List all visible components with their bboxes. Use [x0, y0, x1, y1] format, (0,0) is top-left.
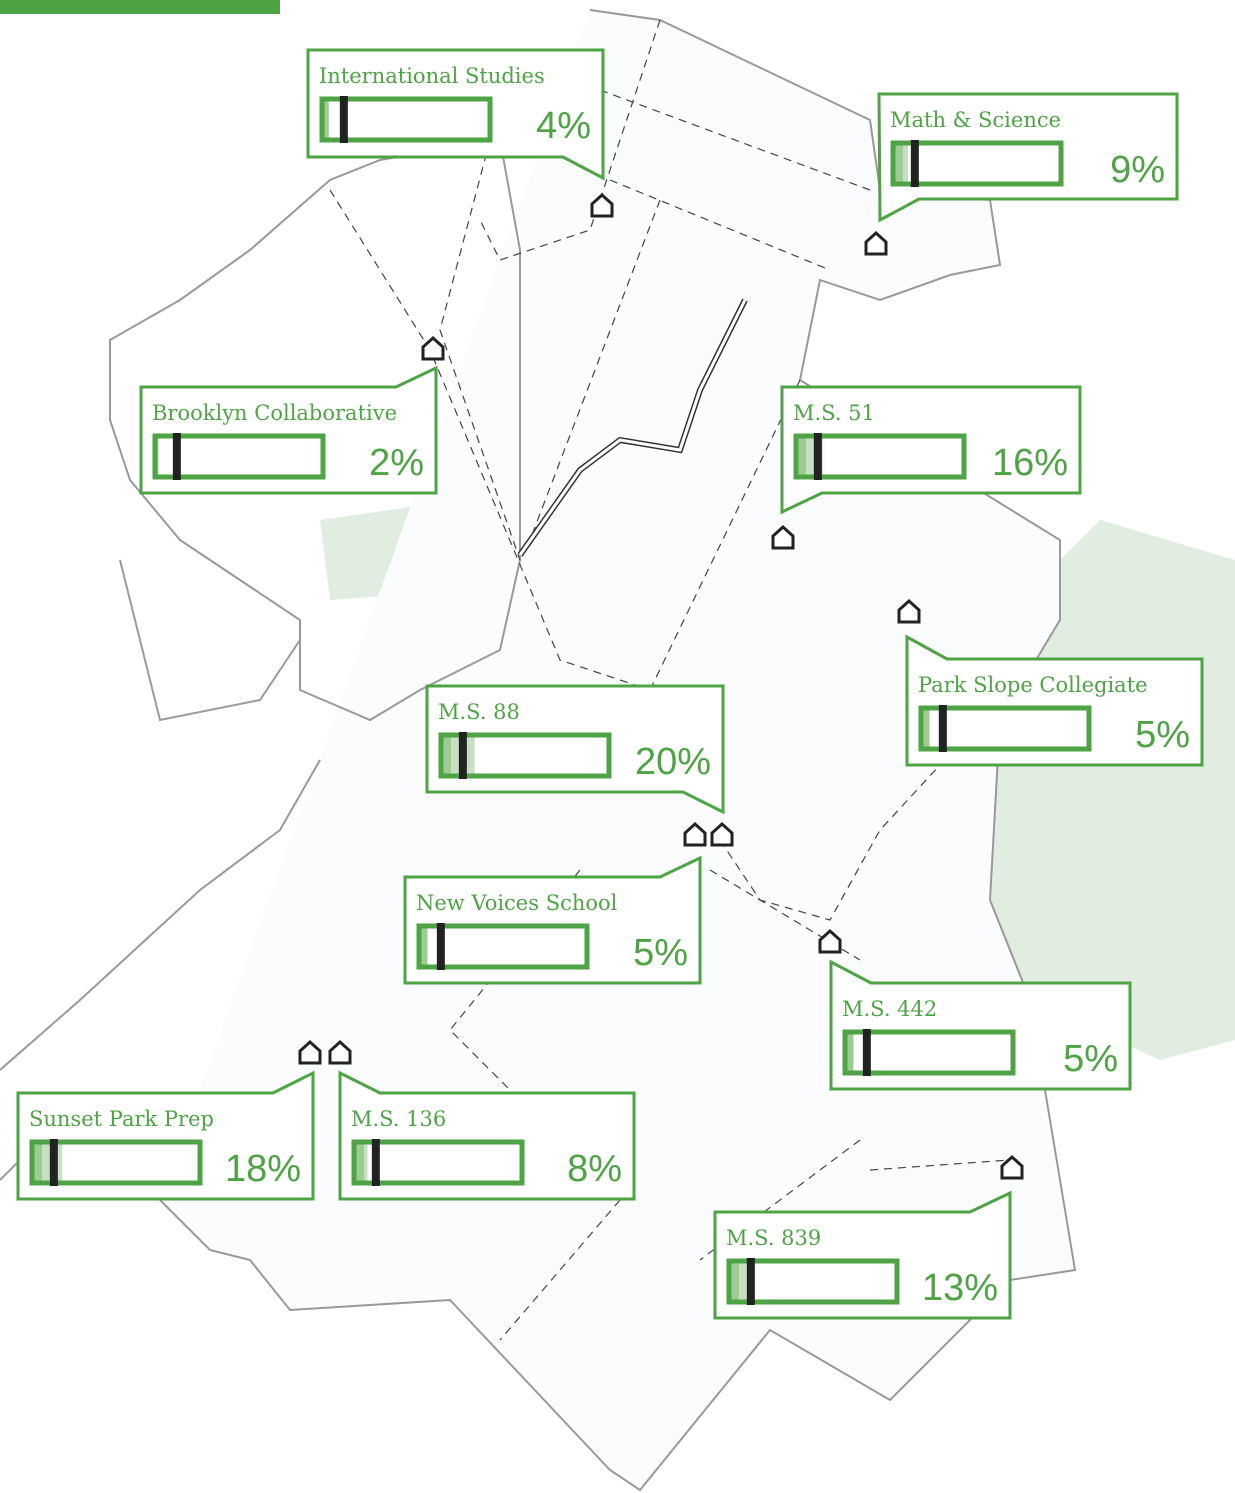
benchmark-marker	[938, 705, 947, 752]
bar-frame	[351, 1139, 525, 1186]
bar-frame	[726, 1258, 900, 1305]
percent-label: 5%	[1063, 1038, 1118, 1080]
percent-label: 9%	[1110, 149, 1165, 191]
percent-label: 5%	[1135, 714, 1190, 756]
benchmark-marker	[813, 433, 822, 480]
school-name: New Voices School	[416, 891, 618, 915]
school-name: Park Slope Collegiate	[918, 673, 1148, 697]
percent-label: 8%	[567, 1148, 622, 1190]
percent-label: 20%	[635, 741, 711, 783]
school-name: Sunset Park Prep	[29, 1107, 214, 1131]
benchmark-marker	[49, 1139, 58, 1186]
boundary	[329, 19, 1011, 1341]
percent-label: 2%	[369, 442, 424, 484]
bar-frame	[842, 1029, 1016, 1076]
callout-box	[425, 684, 725, 815]
school-name: International Studies	[319, 64, 545, 88]
bar-frame	[29, 1139, 203, 1186]
school-name: M.S. 88	[438, 700, 520, 724]
callout-box	[16, 1070, 315, 1201]
header-bar	[0, 0, 280, 14]
school-name: Brooklyn Collaborative	[152, 401, 397, 425]
benchmark-marker	[436, 923, 445, 970]
benchmark-marker	[371, 1139, 380, 1186]
school-name: M.S. 839	[726, 1226, 821, 1250]
school-icons	[298, 192, 1024, 1180]
callout-box	[713, 1190, 1012, 1320]
school-icon	[590, 192, 614, 218]
callout-box	[306, 48, 605, 181]
callout-box	[877, 92, 1179, 223]
school-icon	[710, 821, 734, 847]
percent-label: 4%	[536, 105, 591, 147]
school-name: M.S. 136	[351, 1107, 446, 1131]
bar-fill-core	[893, 143, 903, 184]
bar-fill-core	[441, 735, 451, 776]
callout-box	[780, 385, 1082, 515]
school-name: Math & Science	[890, 108, 1061, 132]
bar-frame	[319, 96, 493, 143]
benchmark-marker	[910, 140, 919, 187]
callouts: International Studies 4% Math & Science 9% B…	[16, 48, 1204, 1320]
bar-fill-core	[921, 708, 930, 749]
bar-fill-core	[354, 1142, 364, 1183]
callout-box	[905, 634, 1204, 767]
percent-label: 5%	[633, 932, 688, 974]
school-icon	[328, 1039, 352, 1065]
bar-frame	[890, 140, 1064, 187]
school-icon	[818, 928, 842, 954]
shoreline	[109, 138, 521, 722]
benchmark-marker	[746, 1258, 755, 1305]
school-icon	[897, 598, 921, 624]
callout-box	[338, 1070, 636, 1201]
school-icon	[1000, 1154, 1024, 1180]
school-name: M.S. 51	[793, 401, 875, 425]
benchmark-marker	[339, 96, 348, 143]
callout-box	[829, 959, 1132, 1091]
bar-frame	[152, 433, 326, 480]
percent-label: 18%	[225, 1148, 301, 1190]
bar-fill-core	[32, 1142, 42, 1183]
percent-label: 13%	[922, 1267, 998, 1309]
benchmark-marker	[862, 1029, 871, 1076]
benchmark-marker	[172, 433, 181, 480]
school-icon	[864, 230, 888, 256]
school-icon	[298, 1039, 322, 1065]
school-icon	[771, 524, 795, 550]
bar-fill-core	[845, 1032, 854, 1073]
school-icon	[683, 821, 707, 847]
callout-box	[139, 365, 438, 495]
bar-fill-core	[796, 436, 806, 477]
callout-box	[403, 855, 702, 985]
bar-frame	[416, 923, 590, 970]
bar-fill-core	[419, 926, 428, 967]
percent-label: 16%	[992, 442, 1068, 484]
bar-frame	[918, 705, 1092, 752]
bar-frame	[793, 433, 967, 480]
park	[990, 520, 1235, 1060]
expressway	[518, 299, 747, 556]
school-icon	[421, 335, 445, 361]
bar-frame	[438, 732, 612, 779]
benchmark-marker	[458, 732, 467, 779]
bar-fill-core	[322, 99, 329, 140]
school-name: M.S. 442	[842, 997, 937, 1021]
bar-fill-core	[729, 1261, 739, 1302]
